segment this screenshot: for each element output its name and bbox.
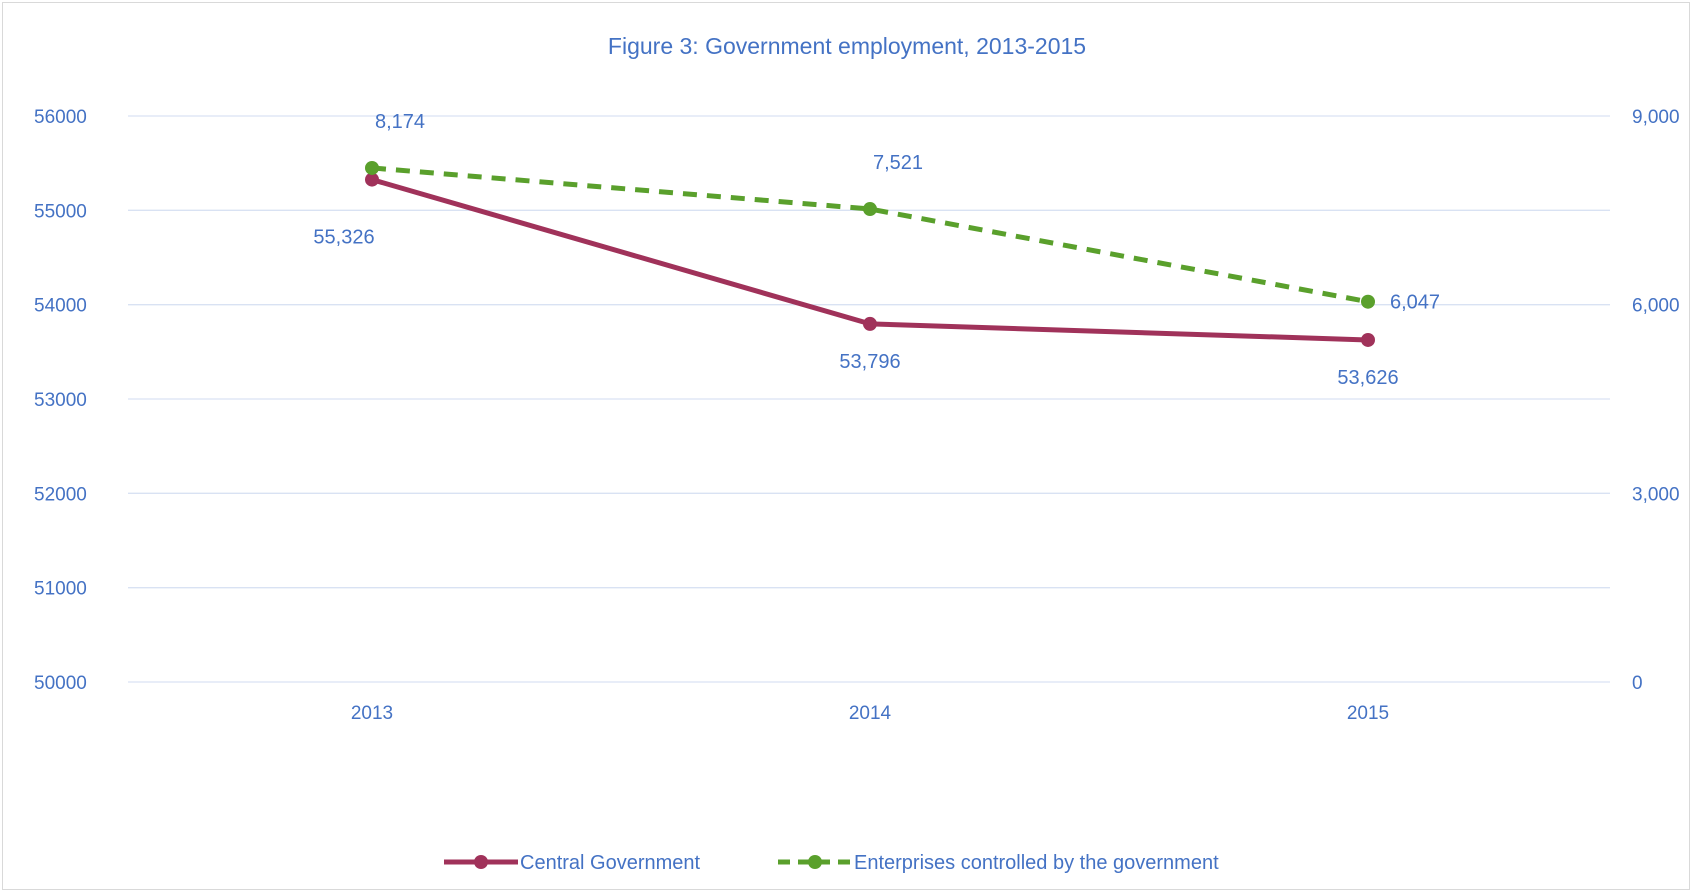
data-label: 55,326 [313, 227, 374, 249]
gridlines [128, 115, 1610, 683]
x-tick-label: 2015 [1347, 703, 1389, 724]
left-tick-label: 51000 [34, 579, 87, 600]
legend-central-government-marker [474, 855, 488, 869]
data-label: 53,626 [1337, 367, 1398, 389]
left-tick-label: 55000 [34, 201, 87, 222]
left-y-axis: 50000 51000 52000 53000 54000 55000 56000 [34, 107, 87, 694]
central-government-point [863, 316, 877, 331]
left-tick-label: 53000 [34, 390, 87, 411]
data-label: 6,047 [1390, 292, 1440, 314]
central-government-point [365, 172, 379, 187]
left-tick-label: 52000 [34, 484, 87, 505]
left-tick-label: 50000 [34, 673, 87, 694]
x-axis: 2013 2014 2015 [351, 703, 1389, 724]
right-y-axis: 0 3,000 6,000 9,000 [1632, 107, 1680, 694]
x-tick-label: 2014 [849, 703, 892, 724]
series-layer: 55,326 53,796 53,626 8,174 7,521 6,047 [313, 111, 1440, 389]
enterprises-point [1361, 294, 1375, 309]
data-label: 8,174 [375, 111, 425, 133]
right-tick-label: 3,000 [1632, 484, 1680, 505]
data-label: 7,521 [873, 152, 923, 174]
legend-central-government-label: Central Government [520, 852, 701, 874]
legend-enterprises-label: Enterprises controlled by the government [854, 852, 1219, 874]
legend: Central Government Enterprises controlled… [444, 852, 1219, 874]
enterprises-point [365, 160, 379, 175]
left-tick-label: 54000 [34, 296, 87, 317]
legend-enterprises-marker [808, 855, 822, 869]
left-tick-label: 56000 [34, 107, 87, 128]
chart-title: Figure 3: Government employment, 2013-20… [608, 33, 1086, 59]
central-government-point [1361, 332, 1375, 347]
right-tick-label: 0 [1632, 673, 1643, 694]
right-tick-label: 6,000 [1632, 296, 1680, 317]
enterprises-point [863, 202, 877, 217]
enterprises-line [371, 165, 1369, 305]
right-tick-label: 9,000 [1632, 107, 1680, 128]
x-tick-label: 2013 [351, 703, 393, 724]
data-label: 53,796 [839, 351, 900, 373]
